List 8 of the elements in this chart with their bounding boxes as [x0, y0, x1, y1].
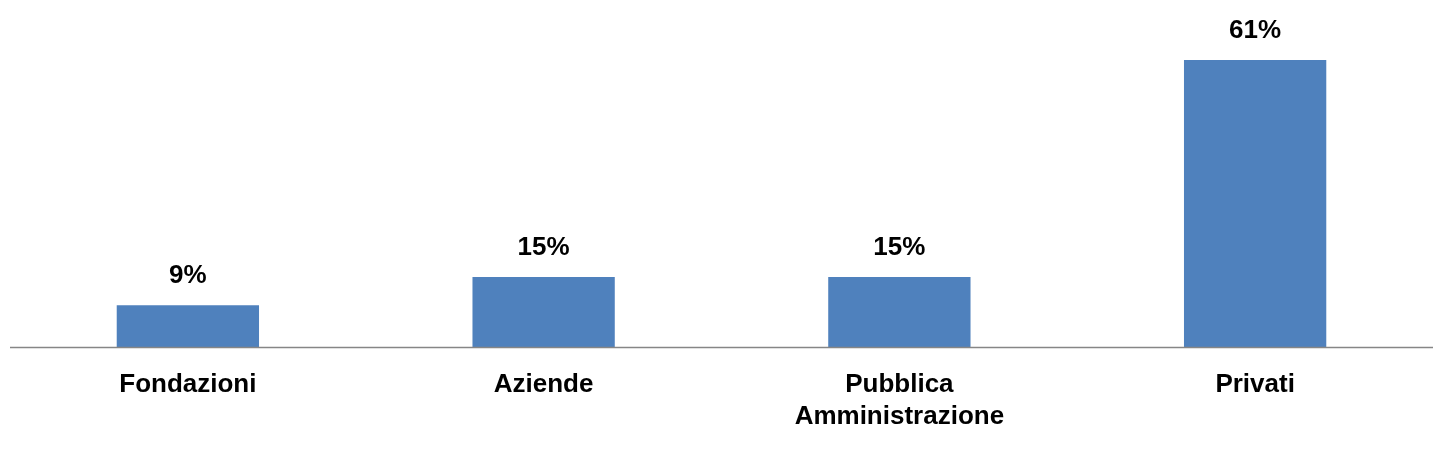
- data-label: 61%: [1229, 14, 1282, 45]
- data-label: 9%: [169, 259, 207, 290]
- data-label: 15%: [873, 231, 926, 262]
- x-tick-label: Pubblica Amministrazione: [794, 368, 1005, 430]
- x-tick-label: Privati: [1215, 368, 1295, 399]
- x-tick-label: Fondazioni: [119, 368, 257, 399]
- data-label: 15%: [517, 231, 570, 262]
- x-tick-label: Aziende: [493, 368, 594, 399]
